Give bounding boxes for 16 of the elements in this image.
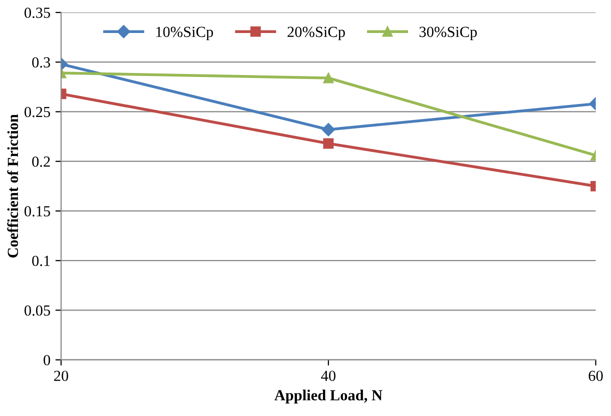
x-axis-title: Applied Load, N: [274, 390, 382, 404]
y-tick-label: 0: [44, 354, 50, 366]
y-tick-label: 0.1: [32, 256, 50, 266]
legend-label: 10%SiCp: [156, 26, 213, 40]
y-tick-label: 0.05: [24, 305, 50, 316]
y-axis-title: Coefficient of Friction: [7, 114, 18, 258]
y-tick-label: 0.25: [24, 106, 50, 118]
x-tick-label: 20: [54, 370, 68, 382]
y-tick-label: 0.2: [32, 156, 50, 167]
legend-label: 30%SiCp: [420, 26, 477, 40]
y-tick-label: 0.3: [32, 57, 50, 68]
legend-label: 20%SiCp: [288, 26, 345, 40]
x-tick-label: 40: [321, 370, 336, 382]
y-tick-label: 0.35: [24, 8, 50, 18]
y-tick-label: 0.15: [24, 206, 50, 216]
x-tick-label: 60: [588, 370, 603, 382]
